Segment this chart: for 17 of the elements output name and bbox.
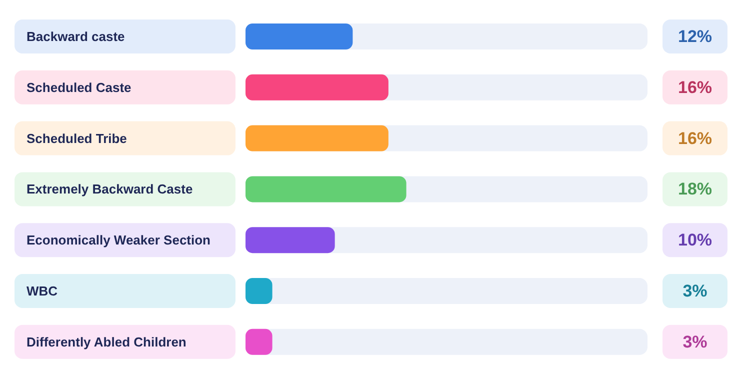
data-label: 16%	[678, 128, 712, 148]
y-tick-label: WBC	[26, 284, 58, 298]
y-tick-label: Scheduled Tribe	[26, 130, 127, 146]
y-tick-label: Backward caste	[26, 29, 125, 44]
data-label: 12%	[678, 27, 712, 46]
data-label: 18%	[678, 180, 712, 199]
bar	[246, 278, 272, 304]
y-tick-label: Economically Weaker Section	[26, 232, 211, 248]
y-tick-label: Differently Abled Children	[26, 334, 186, 350]
bar	[246, 227, 335, 254]
data-label: 10%	[678, 230, 712, 250]
data-label: 16%	[678, 78, 712, 97]
data-label: 3%	[682, 332, 708, 352]
bar	[246, 328, 272, 355]
y-tick-label: Scheduled Caste	[26, 80, 132, 95]
data-label: 3%	[682, 282, 708, 300]
y-tick-label: Extremely Backward Caste	[26, 182, 193, 197]
